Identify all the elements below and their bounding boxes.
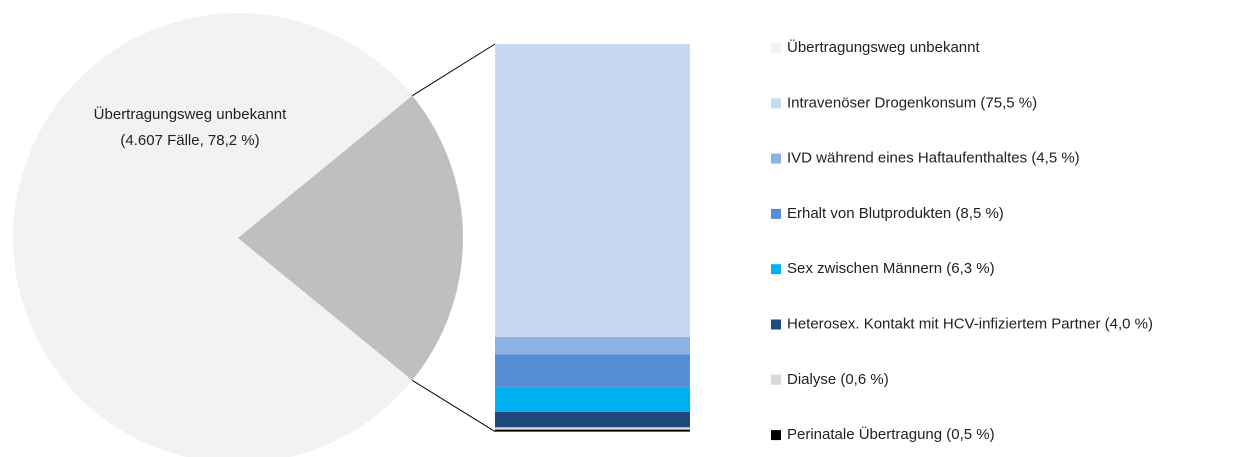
pie-slice bbox=[238, 95, 463, 381]
connector bbox=[411, 379, 496, 433]
legend-swatch bbox=[771, 153, 781, 164]
legend-swatch bbox=[771, 98, 781, 109]
bar-segment bbox=[495, 387, 690, 412]
bar-segment bbox=[495, 411, 690, 428]
legend-label: Sex zwischen Männern (6,3 %) bbox=[787, 260, 995, 277]
bar-segment bbox=[495, 429, 690, 432]
legend-label: IVD während eines Haftaufenthaltes (4,5 … bbox=[787, 150, 1080, 167]
connector bbox=[411, 43, 496, 97]
legend-swatch bbox=[771, 319, 781, 330]
bar-segment bbox=[495, 336, 690, 355]
legend-label: Intravenöser Drogenkonsum (75,5 %) bbox=[787, 94, 1037, 111]
legend-label: Übertragungsweg unbekannt bbox=[787, 38, 980, 56]
legend-swatch bbox=[771, 208, 781, 219]
pie-label: Übertragungsweg unbekannt bbox=[94, 105, 287, 123]
bar-segment bbox=[495, 44, 690, 337]
legend-label: Heterosex. Kontakt mit HCV-infiziertem P… bbox=[787, 315, 1153, 332]
legend-label: Erhalt von Blutprodukten (8,5 %) bbox=[787, 205, 1004, 222]
legend-swatch bbox=[771, 374, 781, 385]
legend-label: Dialyse (0,6 %) bbox=[787, 371, 889, 388]
legend-swatch bbox=[771, 43, 781, 53]
bar-segment bbox=[495, 427, 690, 430]
legend-label: Perinatale Übertragung (0,5 %) bbox=[787, 425, 995, 443]
legend-swatch bbox=[771, 264, 781, 275]
pie-slice bbox=[13, 13, 413, 457]
pie-value-label: (4.607 Fälle, 78,2 %) bbox=[120, 132, 259, 149]
legend-swatch bbox=[771, 430, 781, 441]
bar-segment bbox=[495, 354, 690, 388]
